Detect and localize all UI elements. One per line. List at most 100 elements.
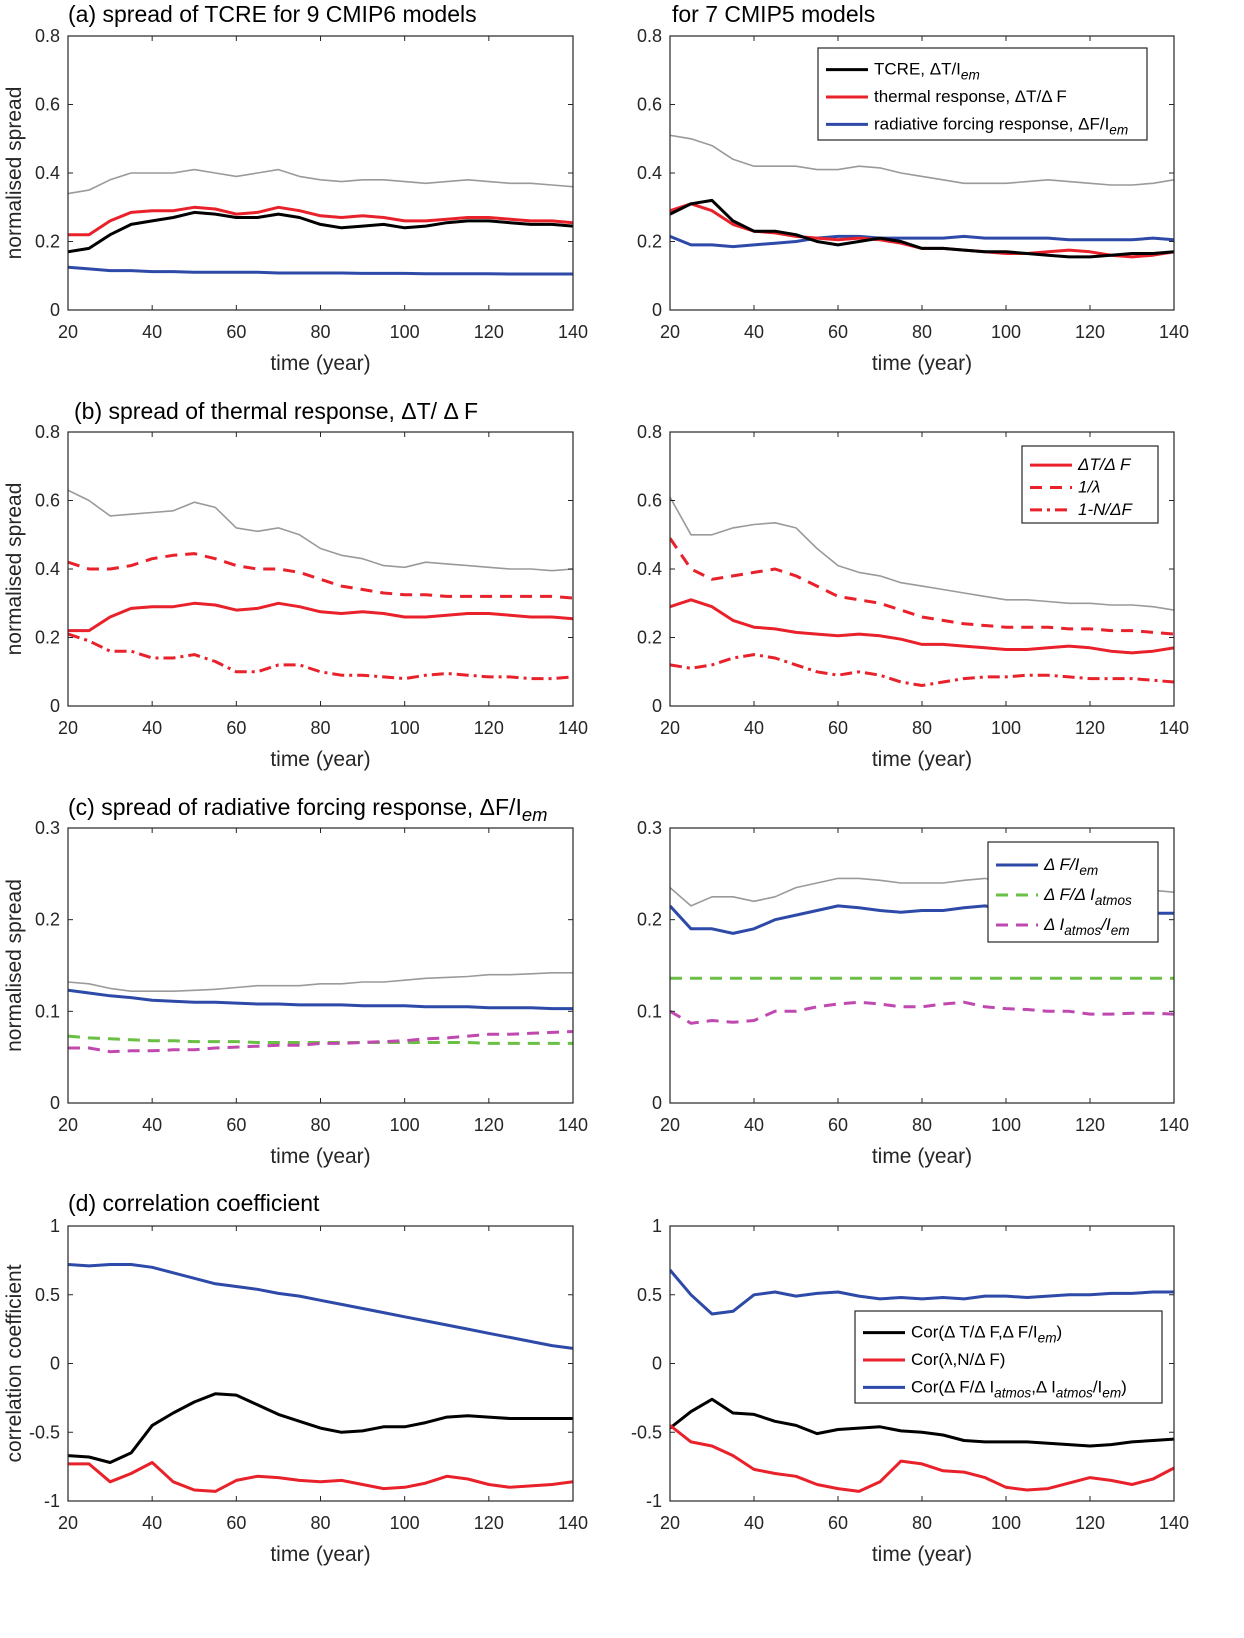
text-segment: (a) spread of TCRE for 9 CMIP6 models — [68, 1, 477, 27]
y-tick-label: 0 — [652, 300, 662, 320]
legend: ΔT/Δ F 1/λ 1-N/ΔF — [1021, 445, 1159, 524]
y-axis-label: normalised spread — [3, 87, 26, 260]
subscript: em — [961, 68, 980, 83]
x-tick-label: 40 — [142, 718, 162, 738]
x-tick-label: 140 — [1159, 322, 1189, 342]
text-segment: /I — [1100, 915, 1111, 934]
legend-label: Δ F/Iem — [1043, 855, 1098, 878]
text-segment: ) — [1057, 1323, 1063, 1342]
series-line-0 — [68, 168, 573, 195]
x-tick-label: 40 — [744, 718, 764, 738]
y-tick-label: 0 — [652, 1354, 662, 1374]
legend-label: Cor(Δ F/Δ Iatmos,Δ Iatmos/Iem) — [911, 1377, 1127, 1400]
x-axis-label: time (year) — [872, 1543, 972, 1566]
y-tick-label: 0.2 — [35, 628, 60, 648]
series-line-2 — [670, 1424, 1174, 1493]
y-tick-label: -0.5 — [631, 1422, 662, 1442]
x-tick-label: 60 — [828, 1513, 848, 1533]
text-segment: Cor(Δ T/Δ F,Δ F/I — [911, 1323, 1038, 1342]
x-tick-label: 100 — [991, 718, 1021, 738]
panel-title: (c) spread of radiative forcing response… — [68, 794, 547, 825]
x-tick-label: 100 — [390, 1115, 420, 1135]
axes-box — [67, 827, 574, 1104]
x-tick-label: 140 — [558, 1115, 588, 1135]
legend-box — [854, 1310, 1163, 1404]
series-line-1 — [670, 234, 1174, 249]
x-tick-label: 60 — [828, 718, 848, 738]
y-tick-label: 0.6 — [637, 491, 662, 511]
subscript: em — [1102, 1385, 1121, 1400]
legend-label: Δ Iatmos/Iem — [1043, 915, 1130, 938]
y-tick-label: 0 — [652, 1093, 662, 1113]
y-tick-label: 0.3 — [637, 818, 662, 838]
legend-label: 1-N/ΔF — [1078, 500, 1134, 519]
x-tick-label: 80 — [310, 1513, 330, 1533]
subscript: em — [1109, 122, 1128, 137]
y-tick-label: 0.5 — [35, 1285, 60, 1305]
x-axis-label: time (year) — [872, 1145, 972, 1168]
series-line-3 — [68, 265, 573, 276]
series-line-1 — [68, 205, 573, 237]
panel-b-left: 20 40 60 80 100 120 140 0 0.2 0.4 0.6 0.8 time (year… — [3, 398, 588, 771]
text-segment: ,Δ I — [1031, 1377, 1056, 1396]
legend-box — [1021, 445, 1159, 524]
x-tick-label: 40 — [142, 1513, 162, 1533]
y-tick-label: 0 — [50, 1354, 60, 1374]
text-segment: radiative forcing response, ΔF/I — [874, 114, 1109, 133]
legend-label: Δ F/Δ Iatmos — [1043, 885, 1132, 908]
text-segment: ) — [1121, 1377, 1127, 1396]
x-tick-label: 40 — [744, 1115, 764, 1135]
series-line-1 — [68, 1392, 573, 1464]
y-tick-label: 0.4 — [35, 559, 60, 579]
x-tick-label: 100 — [991, 1513, 1021, 1533]
text-segment: (b) spread of thermal response, ΔT/ Δ F — [74, 398, 478, 424]
series-line-0 — [68, 1263, 573, 1350]
panel-title: (a) spread of TCRE for 9 CMIP6 models — [68, 1, 477, 27]
x-tick-label: 60 — [226, 1513, 246, 1533]
x-tick-label: 140 — [558, 1513, 588, 1533]
text-segment: (d) correlation coefficient — [68, 1190, 320, 1216]
y-tick-label: 0.2 — [637, 910, 662, 930]
subscript: atmos — [1095, 893, 1132, 908]
panel-c-left: 20 40 60 80 100 120 140 0 0.1 0.2 0.3 time (year) no… — [3, 794, 588, 1168]
y-tick-label: 0.6 — [35, 491, 60, 511]
y-tick-label: 0.5 — [637, 1285, 662, 1305]
x-axis-label: time (year) — [270, 1543, 370, 1566]
x-axis-label: time (year) — [872, 748, 972, 771]
series-line-2 — [68, 601, 573, 633]
legend-label: radiative forcing response, ΔF/Iem — [874, 114, 1128, 137]
panel-b-right: 20 40 60 80 100 120 140 0 0.2 0.4 0.6 0.8 time (year… — [637, 422, 1189, 771]
series-line-3 — [670, 653, 1174, 687]
x-tick-label: 60 — [226, 1115, 246, 1135]
x-tick-label: 40 — [142, 322, 162, 342]
panel-a-left: 20 40 60 80 100 120 140 0 0.2 0.4 0.6 0.8 time (year… — [3, 1, 588, 375]
text-segment: TCRE, ΔT/I — [874, 60, 961, 79]
series-line-3 — [670, 198, 1174, 259]
x-tick-label: 60 — [828, 1115, 848, 1135]
y-tick-label: 0.4 — [637, 559, 662, 579]
series-line-3 — [68, 1030, 573, 1054]
x-tick-label: 120 — [474, 1115, 504, 1135]
x-tick-label: 20 — [58, 1513, 78, 1533]
legend: Δ F/Iem Δ F/Δ Iatmos Δ Iatmos/Iem — [987, 841, 1159, 943]
y-tick-label: 0.2 — [637, 628, 662, 648]
x-tick-label: 120 — [1075, 1513, 1105, 1533]
legend-box — [817, 47, 1148, 141]
subscript: em — [522, 804, 548, 825]
x-tick-label: 100 — [390, 718, 420, 738]
x-tick-label: 60 — [828, 322, 848, 342]
y-tick-label: -1 — [44, 1491, 60, 1511]
text-segment: (c) spread of radiative forcing response… — [68, 794, 522, 820]
x-tick-label: 140 — [1159, 1115, 1189, 1135]
y-tick-label: 0.1 — [637, 1001, 662, 1021]
text-segment: Cor(λ,N/Δ F) — [911, 1350, 1005, 1369]
subscript: em — [1038, 1331, 1057, 1346]
text-segment: Δ I — [1043, 915, 1064, 934]
x-tick-label: 60 — [226, 322, 246, 342]
panel-d-right: 20 40 60 80 100 120 140 -1 -0.5 0 0.5 1 time (year) C… — [631, 1216, 1189, 1566]
panel-c-right: 20 40 60 80 100 120 140 0 0.1 0.2 0.3 time (year) Δ … — [637, 818, 1189, 1168]
y-tick-label: 0 — [50, 1093, 60, 1113]
series-line-0 — [670, 134, 1174, 186]
